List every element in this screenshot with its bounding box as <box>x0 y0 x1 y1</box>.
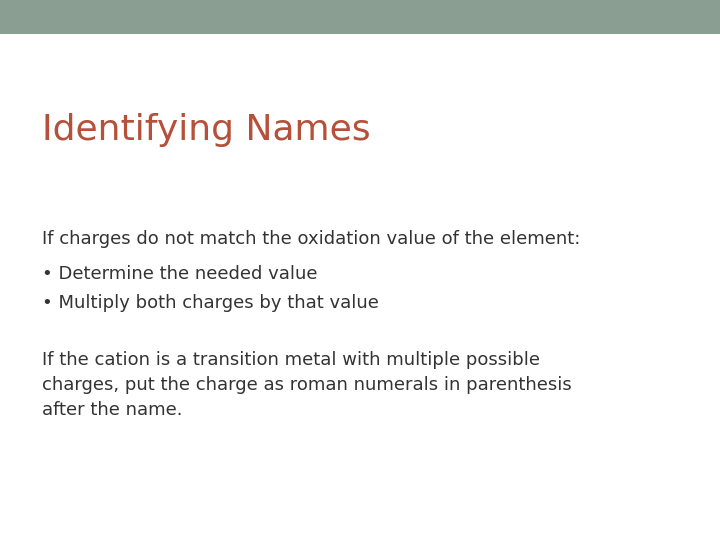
Text: If the cation is a transition metal with multiple possible
charges, put the char: If the cation is a transition metal with… <box>42 351 572 419</box>
Text: • Multiply both charges by that value: • Multiply both charges by that value <box>42 294 379 312</box>
Text: • Determine the needed value: • Determine the needed value <box>42 265 318 282</box>
Bar <box>0 0 720 34</box>
Text: Identifying Names: Identifying Names <box>42 113 370 147</box>
Text: If charges do not match the oxidation value of the element:: If charges do not match the oxidation va… <box>42 230 580 247</box>
